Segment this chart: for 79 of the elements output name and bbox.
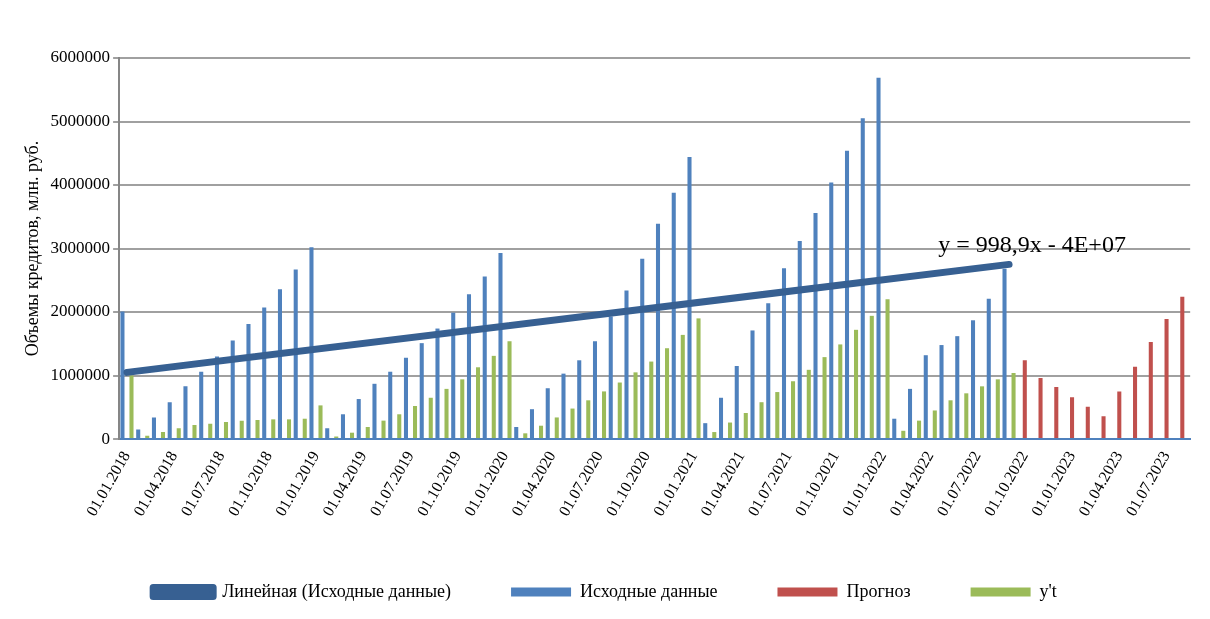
bar <box>759 402 764 439</box>
bar <box>271 419 276 439</box>
bar <box>728 422 733 439</box>
bar <box>791 381 796 439</box>
bar <box>176 428 181 439</box>
bar <box>318 405 323 439</box>
bar <box>239 420 244 439</box>
y-axis-title: Объемы кредитов, млн. руб. <box>21 140 42 357</box>
bar <box>633 372 638 439</box>
bar <box>964 393 969 439</box>
bar <box>712 432 717 439</box>
bar <box>1011 373 1016 439</box>
bar <box>570 408 575 439</box>
bar <box>885 299 890 439</box>
bar <box>428 397 433 439</box>
bar <box>822 357 827 439</box>
bar <box>507 341 512 439</box>
bar <box>460 379 465 439</box>
y-tick-label: 0 <box>101 428 111 448</box>
bar <box>901 430 906 439</box>
bar <box>129 375 134 439</box>
bar <box>1133 366 1138 439</box>
bar <box>680 334 685 439</box>
bar <box>475 367 481 439</box>
bar <box>696 318 701 439</box>
bar <box>208 423 213 439</box>
bar <box>775 392 780 439</box>
bar <box>917 420 922 439</box>
bar <box>586 400 591 439</box>
bar <box>286 419 292 439</box>
bar <box>838 344 843 439</box>
bar <box>1085 406 1090 439</box>
bar <box>665 348 670 439</box>
bar <box>948 400 953 439</box>
bar <box>1070 397 1075 439</box>
bar <box>1022 360 1027 439</box>
bar <box>1054 386 1059 439</box>
bar <box>192 425 197 439</box>
bar <box>412 406 418 439</box>
bar <box>1148 341 1153 439</box>
annotation: y = 998,9x - 4E+07 <box>938 231 1126 258</box>
y-tick-label: 2000000 <box>50 301 111 321</box>
y-tick-label: 5000000 <box>50 110 111 130</box>
bar <box>1038 378 1043 439</box>
bar <box>743 413 748 439</box>
y-tick-label: 3000000 <box>50 237 111 257</box>
bar <box>601 391 607 439</box>
bar <box>806 369 811 439</box>
bar <box>1117 391 1122 439</box>
bar <box>397 414 402 439</box>
bar <box>349 432 355 439</box>
bar <box>223 421 229 439</box>
bar <box>995 379 1000 439</box>
bar <box>1180 296 1185 439</box>
y-tick-label: 1000000 <box>50 365 111 385</box>
bar <box>617 382 622 439</box>
bar <box>538 425 544 439</box>
bar <box>869 315 874 439</box>
y-tick-label: 4000000 <box>50 174 111 194</box>
y-tick-label: 6000000 <box>50 47 111 67</box>
bar <box>365 426 370 439</box>
legend-label: Исходные данные <box>580 580 718 601</box>
bar <box>255 419 260 439</box>
legend-label: Линейная (Исходные данные) <box>222 580 452 602</box>
legend-label: Прогноз <box>846 580 911 601</box>
bar <box>444 388 449 439</box>
legend-label: y't <box>1039 580 1057 601</box>
bar <box>1101 416 1106 439</box>
bar <box>649 361 654 439</box>
bar <box>381 420 386 439</box>
bar <box>932 410 937 439</box>
bar <box>160 432 166 439</box>
bar <box>302 418 307 439</box>
bar <box>554 417 559 439</box>
bar <box>980 386 985 439</box>
bar <box>854 329 859 439</box>
bar <box>1164 319 1169 439</box>
bar <box>491 355 496 439</box>
bar <box>523 433 528 439</box>
